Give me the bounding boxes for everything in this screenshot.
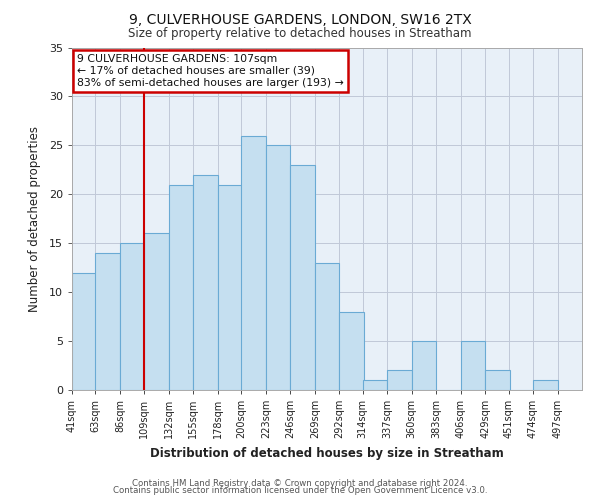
Bar [218, 184, 242, 390]
Bar [485, 370, 509, 390]
Bar [315, 263, 339, 390]
Bar [533, 380, 557, 390]
Bar [412, 341, 436, 390]
Bar [461, 341, 485, 390]
Bar [241, 136, 266, 390]
Text: 9, CULVERHOUSE GARDENS, LONDON, SW16 2TX: 9, CULVERHOUSE GARDENS, LONDON, SW16 2TX [128, 12, 472, 26]
Bar [120, 243, 145, 390]
Bar [339, 312, 364, 390]
Text: Contains HM Land Registry data © Crown copyright and database right 2024.: Contains HM Land Registry data © Crown c… [132, 478, 468, 488]
Text: Contains public sector information licensed under the Open Government Licence v3: Contains public sector information licen… [113, 486, 487, 495]
Bar [387, 370, 412, 390]
Bar [145, 234, 169, 390]
Bar [290, 165, 315, 390]
Bar [169, 184, 193, 390]
Y-axis label: Number of detached properties: Number of detached properties [28, 126, 41, 312]
Text: Size of property relative to detached houses in Streatham: Size of property relative to detached ho… [128, 28, 472, 40]
Text: 9 CULVERHOUSE GARDENS: 107sqm
← 17% of detached houses are smaller (39)
83% of s: 9 CULVERHOUSE GARDENS: 107sqm ← 17% of d… [77, 54, 344, 88]
Bar [266, 146, 290, 390]
Bar [95, 253, 120, 390]
Bar [193, 174, 218, 390]
X-axis label: Distribution of detached houses by size in Streatham: Distribution of detached houses by size … [150, 446, 504, 460]
Bar [362, 380, 387, 390]
Bar [72, 272, 97, 390]
